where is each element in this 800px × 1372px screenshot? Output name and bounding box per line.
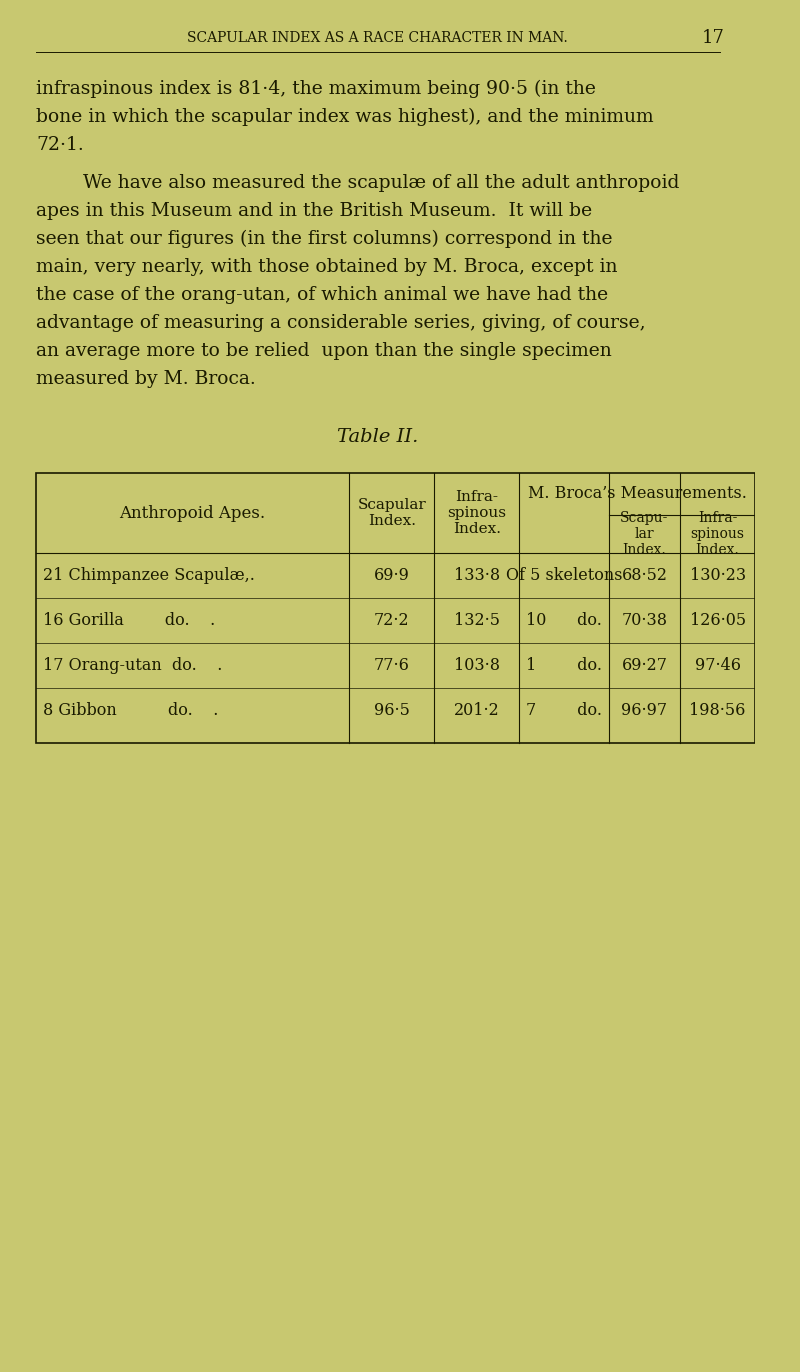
Text: Of 5 skeletons: Of 5 skeletons	[506, 567, 622, 584]
Text: 103·8: 103·8	[454, 657, 500, 674]
Text: 126·05: 126·05	[690, 612, 746, 628]
Text: 17 Orang-utan  do.    .: 17 Orang-utan do. .	[43, 657, 223, 674]
Text: 198·56: 198·56	[690, 702, 746, 719]
Text: main, very nearly, with those obtained by M. Broca, except in: main, very nearly, with those obtained b…	[36, 258, 618, 276]
Text: We have also measured the scapulæ of all the adult anthropoid: We have also measured the scapulæ of all…	[83, 174, 679, 192]
Text: 21 Chimpanzee Scapulæ,.: 21 Chimpanzee Scapulæ,.	[43, 567, 255, 584]
Text: Scapular
Index.: Scapular Index.	[358, 498, 426, 528]
Text: 132·5: 132·5	[454, 612, 500, 628]
Text: Infra-
spinous
Index.: Infra- spinous Index.	[447, 490, 506, 536]
Text: SCAPULAR INDEX AS A RACE CHARACTER IN MAN.: SCAPULAR INDEX AS A RACE CHARACTER IN MA…	[187, 32, 568, 45]
Bar	[36, 473, 755, 744]
Text: 70·38: 70·38	[622, 612, 667, 628]
Text: 133·8: 133·8	[454, 567, 500, 584]
Text: 72·2: 72·2	[374, 612, 410, 628]
Text: 96·97: 96·97	[622, 702, 667, 719]
Text: 97·46: 97·46	[694, 657, 741, 674]
Text: Infra-
spinous
Index.: Infra- spinous Index.	[690, 510, 745, 557]
Text: 77·6: 77·6	[374, 657, 410, 674]
Text: Scapu-
lar
Index.: Scapu- lar Index.	[620, 510, 669, 557]
Text: 8 Gibbon          do.    .: 8 Gibbon do. .	[43, 702, 219, 719]
Text: 1        do.: 1 do.	[526, 657, 602, 674]
Text: 69·9: 69·9	[374, 567, 410, 584]
Text: 201·2: 201·2	[454, 702, 500, 719]
Text: measured by M. Broca.: measured by M. Broca.	[36, 370, 256, 388]
Text: the case of the orang-utan, of which animal we have had the: the case of the orang-utan, of which ani…	[36, 285, 608, 305]
Text: 68·52: 68·52	[622, 567, 667, 584]
Text: infraspinous index is 81·4, the maximum being 90·5 (in the: infraspinous index is 81·4, the maximum …	[36, 80, 596, 99]
Text: Table II.: Table II.	[337, 428, 418, 446]
Text: 17: 17	[702, 29, 724, 47]
Text: apes in this Museum and in the British Museum.  It will be: apes in this Museum and in the British M…	[36, 202, 592, 220]
Text: 7        do.: 7 do.	[526, 702, 602, 719]
Text: 130·23: 130·23	[690, 567, 746, 584]
Text: 16 Gorilla        do.    .: 16 Gorilla do. .	[43, 612, 216, 628]
Text: 10      do.: 10 do.	[526, 612, 602, 628]
Text: 72·1.: 72·1.	[36, 136, 84, 154]
Text: bone in which the scapular index was highest), and the minimum: bone in which the scapular index was hig…	[36, 108, 654, 126]
Text: 69·27: 69·27	[622, 657, 667, 674]
Text: 96·5: 96·5	[374, 702, 410, 719]
Text: advantage of measuring a considerable series, giving, of course,: advantage of measuring a considerable se…	[36, 314, 646, 332]
Text: seen that our figures (in the first columns) correspond in the: seen that our figures (in the first colu…	[36, 230, 612, 248]
Text: M. Broca’s Measurements.: M. Broca’s Measurements.	[528, 484, 747, 502]
Text: Anthropoid Apes.: Anthropoid Apes.	[119, 505, 266, 521]
Text: an average more to be relied  upon than the single specimen: an average more to be relied upon than t…	[36, 342, 612, 359]
